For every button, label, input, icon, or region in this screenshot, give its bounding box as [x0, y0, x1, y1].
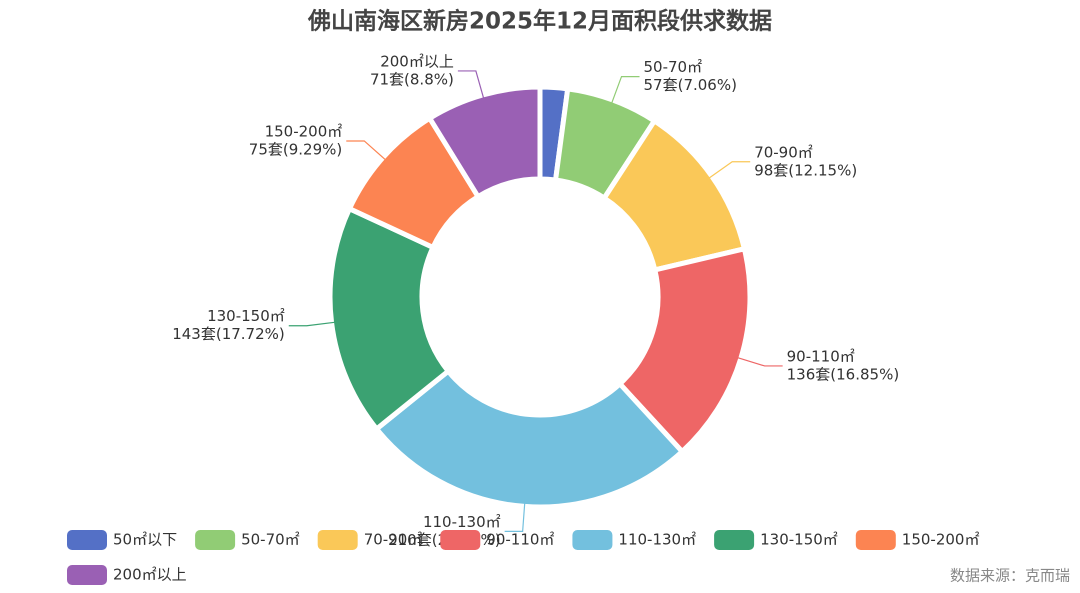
legend-swatch[interactable] [67, 565, 107, 585]
legend-swatch[interactable] [195, 530, 236, 550]
slice [374, 368, 685, 510]
value-label: 71套(8.8%) [370, 70, 454, 88]
legend-label: 110-130㎡ [618, 531, 696, 549]
label-category: 50-70㎡ [644, 58, 703, 76]
leader-line [457, 70, 485, 99]
label-category: 70-90㎡ [754, 143, 813, 161]
leader-line [610, 75, 640, 104]
source: 数据来源：克而瑞 [950, 567, 1070, 585]
label-category: 110-130㎡ [423, 513, 501, 531]
leader-line [346, 140, 387, 161]
chart-title: 佛山南海区新房2025年12月面积段供求数据 [307, 8, 772, 35]
slice [327, 206, 451, 432]
legend-label: 130-150㎡ [760, 531, 838, 549]
legend-label: 150-200㎡ [902, 531, 980, 549]
legend-label: 90-110㎡ [486, 531, 554, 549]
value-label: 57套(7.06%) [644, 76, 737, 94]
label-category: 150-200㎡ [265, 122, 343, 140]
legend-swatch[interactable] [572, 530, 613, 550]
legend-label: 50-70㎡ [241, 531, 300, 549]
legend-swatch[interactable] [67, 530, 107, 550]
leader-line [504, 502, 526, 532]
legend-swatch[interactable] [317, 530, 358, 550]
leader-line [736, 356, 783, 367]
leader-line [288, 321, 336, 327]
slice [617, 246, 753, 455]
value-label: 75套(9.29%) [249, 140, 342, 158]
value-label: 98套(12.15%) [754, 161, 857, 179]
value-label: 143套(17.72%) [172, 325, 285, 343]
legend-swatch[interactable] [855, 530, 896, 550]
slice [427, 84, 543, 200]
legend-label: 200㎡以上 [113, 566, 187, 584]
legend-swatch[interactable] [714, 530, 755, 550]
label-category: 90-110㎡ [787, 347, 855, 365]
label-category: 130-150㎡ [207, 307, 285, 325]
legend-label: 50㎡以下 [113, 531, 177, 549]
label-category: 200㎡以上 [380, 52, 454, 70]
legend-label: 70-90㎡ [364, 531, 423, 549]
legend-swatch[interactable] [440, 530, 481, 550]
leader-line [708, 161, 751, 179]
value-label: 136套(16.85%) [787, 365, 900, 383]
